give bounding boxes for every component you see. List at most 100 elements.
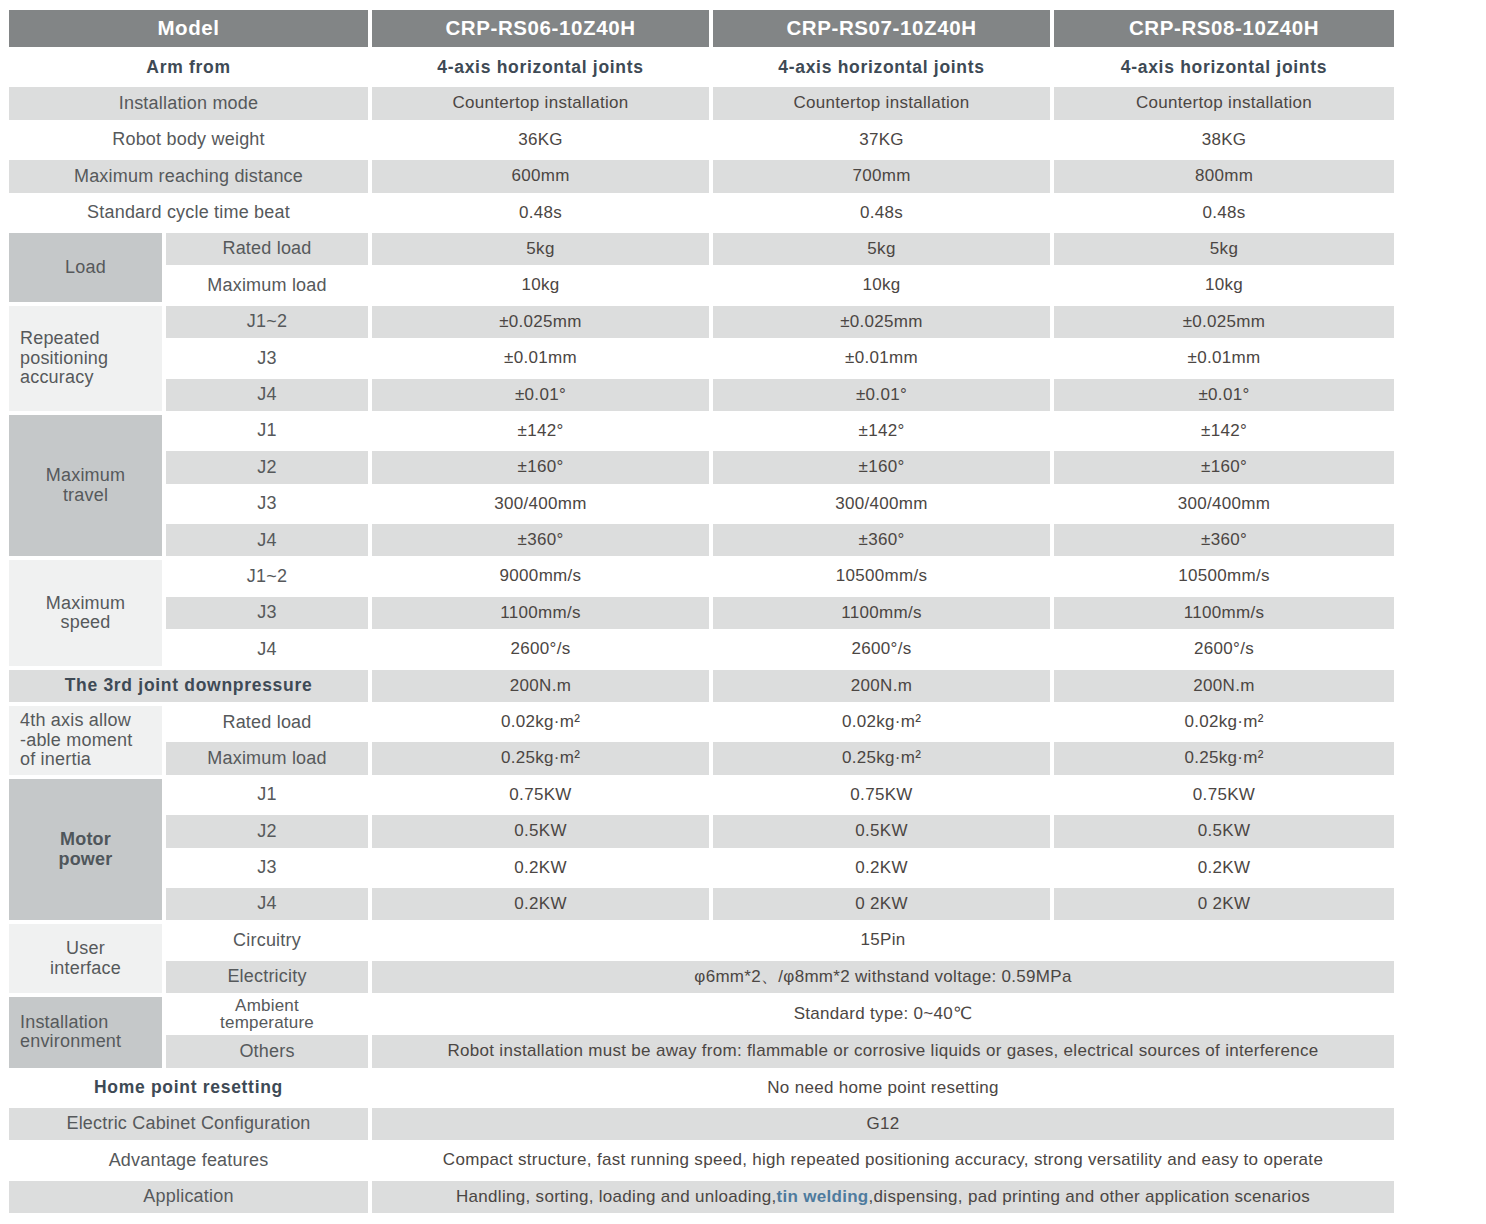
sub-label-cell: J3 — [164, 486, 370, 522]
sub-label-cell: J3 — [164, 850, 370, 886]
value-cell: 0.5KW — [1052, 813, 1396, 849]
value-cell: 2600°/s — [370, 631, 711, 667]
sub-label-cell: J4 — [164, 631, 370, 667]
row-label-cell: Robot body weight — [7, 122, 370, 158]
value-cell: 5kg — [1052, 231, 1396, 267]
value-cell: ±360° — [711, 522, 1052, 558]
value-cell: 800mm — [1052, 158, 1396, 194]
value-cell: 700mm — [711, 158, 1052, 194]
sub-label-cell: J1 — [164, 413, 370, 449]
value-cell: ±0.025mm — [711, 304, 1052, 340]
value-cell: Countertop installation — [1052, 85, 1396, 121]
value-cell: ±142° — [370, 413, 711, 449]
row-label-cell: Installation mode — [7, 85, 370, 121]
value-cell: 300/400mm — [1052, 486, 1396, 522]
value-cell: ±0.01° — [711, 377, 1052, 413]
value-cell: 0.25kg·m² — [370, 740, 711, 776]
table-row: Home point resettingNo need home point r… — [7, 1070, 1396, 1106]
table-row: OthersRobot installation must be away fr… — [7, 1033, 1396, 1069]
row-label-cell: The 3rd joint downpressure — [7, 668, 370, 704]
table-row: Advantage featuresCompact structure, fas… — [7, 1142, 1396, 1178]
value-cell: 10kg — [1052, 267, 1396, 303]
value-cell: 1100mm/s — [711, 595, 1052, 631]
row-label-cell: Arm from — [7, 49, 370, 85]
value-cell: 0 2KW — [1052, 886, 1396, 922]
table-row: J42600°/s2600°/s2600°/s — [7, 631, 1396, 667]
table-row: The 3rd joint downpressure200N.m200N.m20… — [7, 668, 1396, 704]
value-cell: ±160° — [1052, 449, 1396, 485]
span-value-cell: No need home point resetting — [370, 1070, 1396, 1106]
group-label-cell-maximum-speed: Maximum speed — [7, 558, 164, 667]
value-cell: 5kg — [370, 231, 711, 267]
sub-label-cell: J4 — [164, 886, 370, 922]
table-row: Installation modeCountertop installation… — [7, 85, 1396, 121]
group-label-cell-repeated-positioning-accuracy: Repeated positioning accuracy — [7, 304, 164, 413]
value-cell: 0.25kg·m² — [711, 740, 1052, 776]
table-row: 4th axis allow -able moment of inertiaRa… — [7, 704, 1396, 740]
sub-label-cell: Ambient temperature — [164, 995, 370, 1033]
value-cell: 0.02kg·m² — [711, 704, 1052, 740]
application-text: Handling, sorting, loading and unloading… — [456, 1187, 776, 1206]
table-row: Maximum reaching distance600mm700mm800mm — [7, 158, 1396, 194]
value-cell: 300/400mm — [370, 486, 711, 522]
table-row: J40.2KW0 2KW0 2KW — [7, 886, 1396, 922]
value-cell: ±0.01° — [370, 377, 711, 413]
value-cell: 0.02kg·m² — [1052, 704, 1396, 740]
table-row: Repeated positioning accuracyJ1~2±0.025m… — [7, 304, 1396, 340]
value-cell: 200N.m — [370, 668, 711, 704]
sub-label-cell: Maximum load — [164, 740, 370, 776]
row-label-cell: Standard cycle time beat — [7, 195, 370, 231]
value-cell: ±142° — [1052, 413, 1396, 449]
row-label-cell: Advantage features — [7, 1142, 370, 1178]
sub-label-cell: Rated load — [164, 704, 370, 740]
value-cell: 10500mm/s — [1052, 558, 1396, 594]
table-row: ApplicationHandling, sorting, loading an… — [7, 1179, 1396, 1215]
table-row: Maximum speedJ1~29000mm/s10500mm/s10500m… — [7, 558, 1396, 594]
table-row: ModelCRP-RS06-10Z40HCRP-RS07-10Z40HCRP-R… — [7, 8, 1396, 49]
table-row: Robot body weight36KG37KG38KG — [7, 122, 1396, 158]
sub-label-cell: J4 — [164, 377, 370, 413]
value-cell: 0.75KW — [1052, 777, 1396, 813]
value-cell: ±0.01mm — [711, 340, 1052, 376]
value-cell: 1100mm/s — [1052, 595, 1396, 631]
model-name-cell: CRP-RS06-10Z40H — [370, 8, 711, 49]
sub-label-cell: J4 — [164, 522, 370, 558]
value-cell: 0.48s — [711, 195, 1052, 231]
value-cell: 5kg — [711, 231, 1052, 267]
sub-label-cell: Rated load — [164, 231, 370, 267]
table-row: J4±360°±360°±360° — [7, 522, 1396, 558]
value-cell: 10kg — [370, 267, 711, 303]
span-value-cell: φ6mm*2、/φ8mm*2 withstand voltage: 0.59MP… — [370, 959, 1396, 995]
value-cell: 10500mm/s — [711, 558, 1052, 594]
table-row: J3300/400mm300/400mm300/400mm — [7, 486, 1396, 522]
value-cell: 4-axis horizontal joints — [370, 49, 711, 85]
table-row: Electricityφ6mm*2、/φ8mm*2 withstand volt… — [7, 959, 1396, 995]
value-cell: 0.48s — [370, 195, 711, 231]
table-row: Maximum load0.25kg·m²0.25kg·m²0.25kg·m² — [7, 740, 1396, 776]
application-highlight-text: tin welding — [776, 1187, 868, 1206]
value-cell: 200N.m — [1052, 668, 1396, 704]
value-cell: 0.5KW — [711, 813, 1052, 849]
value-cell: ±142° — [711, 413, 1052, 449]
sub-label-cell: J1~2 — [164, 304, 370, 340]
spec-table: ModelCRP-RS06-10Z40HCRP-RS07-10Z40HCRP-R… — [7, 8, 1396, 1215]
table-row: J2±160°±160°±160° — [7, 449, 1396, 485]
sub-label-cell: J1~2 — [164, 558, 370, 594]
table-row: Installation environmentAmbient temperat… — [7, 995, 1396, 1033]
value-cell: ±0.01mm — [370, 340, 711, 376]
table-row: Motor powerJ10.75KW0.75KW0.75KW — [7, 777, 1396, 813]
span-value-cell: Compact structure, fast running speed, h… — [370, 1142, 1396, 1178]
row-label-cell: Home point resetting — [7, 1070, 370, 1106]
value-cell: 200N.m — [711, 668, 1052, 704]
sub-label-cell: Maximum load — [164, 267, 370, 303]
table-row: J20.5KW0.5KW0.5KW — [7, 813, 1396, 849]
row-label-cell: Electric Cabinet Configuration — [7, 1106, 370, 1142]
span-value-cell: 15Pin — [370, 922, 1396, 958]
table-row: J4±0.01°±0.01°±0.01° — [7, 377, 1396, 413]
value-cell: Countertop installation — [370, 85, 711, 121]
model-name-cell: CRP-RS08-10Z40H — [1052, 8, 1396, 49]
table-row: User interfaceCircuitry15Pin — [7, 922, 1396, 958]
value-cell: 37KG — [711, 122, 1052, 158]
value-cell: Countertop installation — [711, 85, 1052, 121]
value-cell: 0.75KW — [370, 777, 711, 813]
